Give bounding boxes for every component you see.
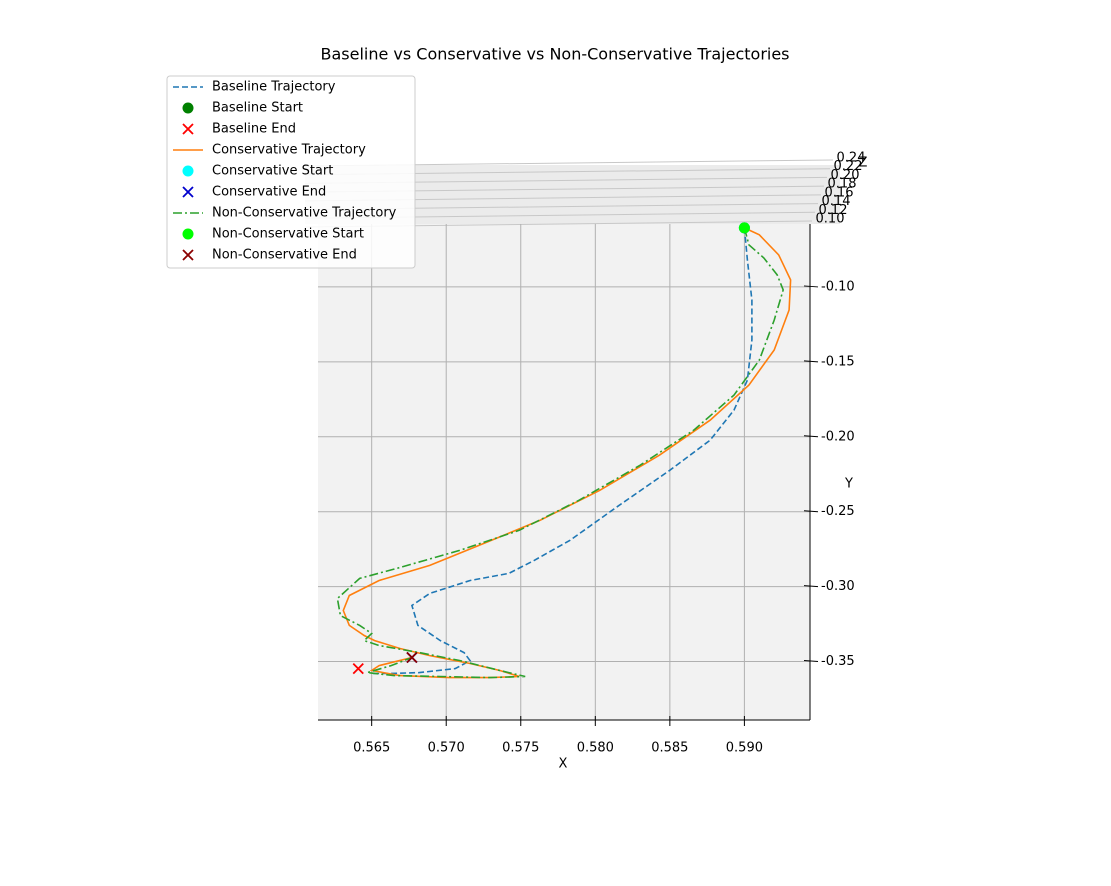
legend-label: Conservative Start [212, 164, 333, 179]
y-tick-mark [803, 660, 819, 663]
point-marker [352, 662, 364, 675]
y-tick-label: -0.20 [821, 429, 855, 444]
x-tick-label: 0.580 [577, 741, 614, 756]
chart-title: Baseline vs Conservative vs Non-Conserva… [320, 45, 789, 64]
legend-swatch [182, 186, 194, 198]
y-tick-label: -0.10 [821, 279, 855, 294]
legend-box [166, 75, 416, 269]
y-tick-mark [803, 585, 819, 588]
z-tick-label: 0.12 [819, 203, 848, 218]
legend-swatch [182, 228, 194, 240]
legend-label: Baseline End [212, 122, 296, 137]
plot-pane [318, 224, 810, 720]
legend-swatch [182, 249, 194, 261]
y-axis-label: Y [844, 477, 853, 492]
z-tick-label: 0.16 [825, 185, 854, 200]
trajectory-line [342, 227, 792, 679]
legend-label: Non-Conservative End [212, 248, 357, 263]
point-marker [406, 651, 418, 664]
x-tick-label: 0.585 [651, 741, 688, 756]
y-tick-label: -0.25 [821, 504, 855, 519]
z-tick-label: 0.10 [816, 212, 845, 227]
y-tick-label: -0.35 [821, 654, 855, 669]
legend-swatch [182, 102, 194, 114]
legend-label: Non-Conservative Start [212, 227, 364, 242]
y-tick-mark [803, 360, 819, 363]
legend-label: Baseline Trajectory [212, 80, 336, 95]
z-tick-label: 0.14 [822, 194, 851, 209]
x-tick-label: 0.570 [428, 741, 465, 756]
z-tick-label: 0.24 [837, 151, 866, 166]
y-tick-mark [803, 285, 819, 288]
x-axis-label: X [559, 757, 568, 772]
z-axis-label: Z [859, 156, 868, 171]
trajectory-line [336, 227, 785, 679]
x-tick-label: 0.565 [353, 741, 390, 756]
y-tick-label: -0.30 [821, 579, 855, 594]
z-tick-label: 0.20 [831, 168, 860, 183]
legend-label: Conservative End [212, 185, 326, 200]
x-tick-label: 0.575 [502, 741, 539, 756]
point-marker [738, 222, 750, 234]
legend-label: Baseline Start [212, 101, 303, 116]
y-tick-label: -0.15 [821, 354, 855, 369]
legend-swatch [182, 123, 194, 135]
z-tick-label: 0.18 [828, 177, 857, 192]
legend-swatch [182, 165, 194, 177]
legend-label: Non-Conservative Trajectory [212, 206, 397, 221]
x-tick-label: 0.590 [726, 741, 763, 756]
y-tick-mark [803, 510, 819, 513]
z-tick-label: 0.22 [834, 159, 863, 174]
legend-label: Conservative Trajectory [212, 143, 366, 158]
y-tick-mark [803, 435, 819, 438]
